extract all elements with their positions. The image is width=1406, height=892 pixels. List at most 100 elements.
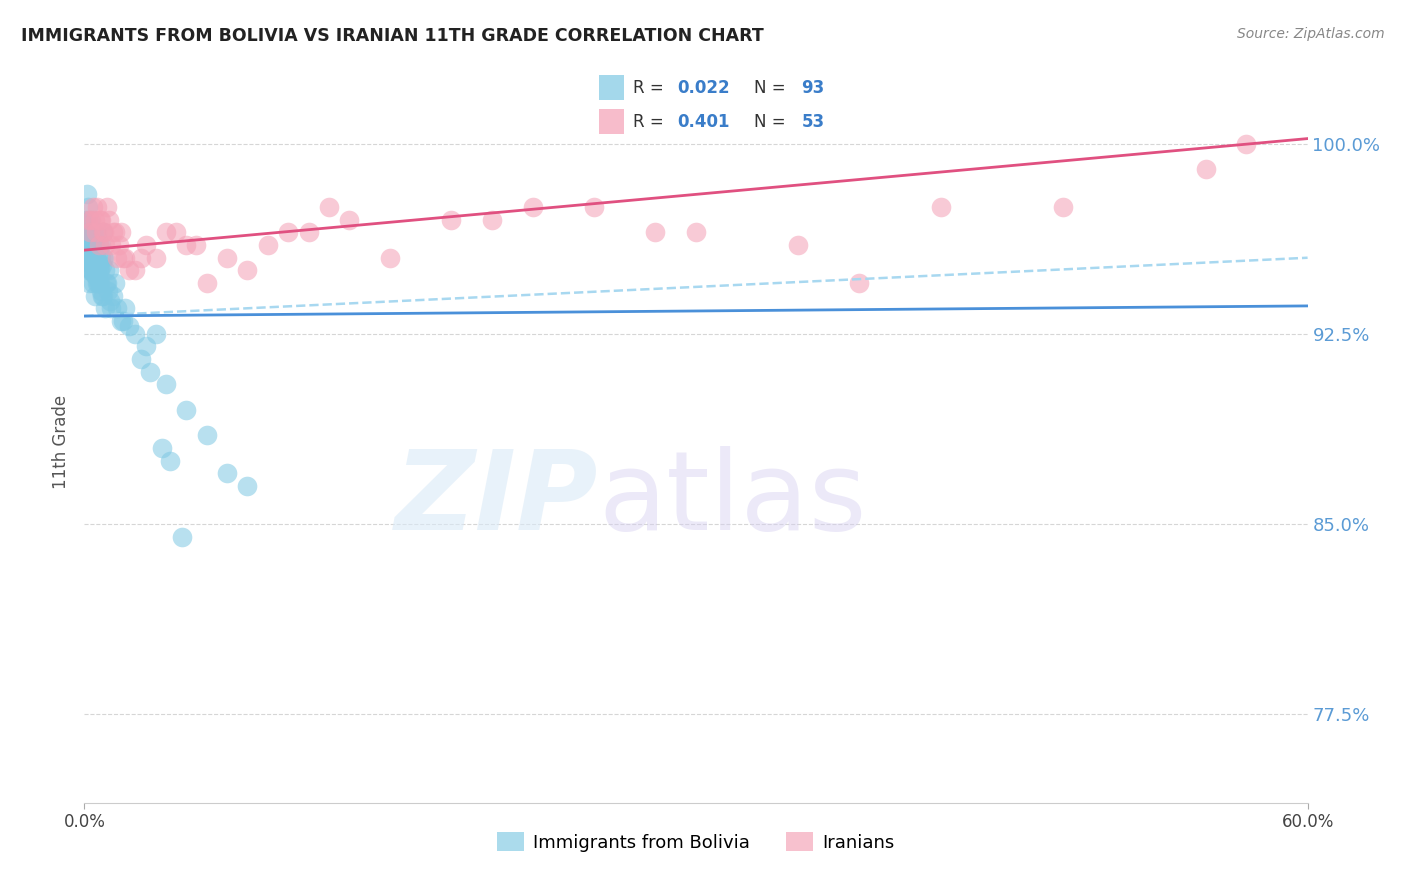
Point	[87, 238, 110, 252]
Point	[86, 276, 108, 290]
Point	[131, 251, 153, 265]
Point	[79, 226, 101, 240]
Point	[84, 251, 107, 265]
Point	[83, 226, 105, 240]
Point	[104, 226, 127, 240]
Point	[76, 238, 98, 252]
Bar	[599, 75, 624, 101]
Text: R =: R =	[633, 112, 669, 130]
Point	[277, 226, 299, 240]
Point	[380, 251, 402, 265]
Point	[80, 212, 103, 227]
Point	[186, 238, 208, 252]
Point	[77, 212, 100, 227]
Point	[787, 238, 810, 252]
Point	[481, 212, 503, 227]
Point	[87, 263, 110, 277]
Point	[86, 276, 108, 290]
Point	[114, 251, 136, 265]
Point	[83, 263, 105, 277]
Point	[583, 200, 606, 214]
Text: 93: 93	[801, 78, 825, 96]
Text: ZIP: ZIP	[395, 446, 598, 553]
Point	[79, 251, 101, 265]
Point	[98, 293, 121, 308]
Point	[75, 212, 97, 227]
Point	[91, 226, 114, 240]
Point	[91, 289, 114, 303]
Point	[80, 263, 103, 277]
Point	[94, 276, 117, 290]
Point	[1195, 161, 1218, 176]
Point	[118, 319, 141, 334]
Text: Source: ZipAtlas.com: Source: ZipAtlas.com	[1237, 27, 1385, 41]
Point	[522, 200, 544, 214]
Point	[217, 251, 239, 265]
Point	[82, 276, 104, 290]
Point	[82, 238, 104, 252]
Point	[86, 268, 108, 283]
Point	[93, 263, 115, 277]
Point	[84, 251, 107, 265]
Point	[86, 263, 108, 277]
Point	[86, 226, 108, 240]
Point	[105, 251, 128, 265]
Point	[76, 251, 98, 265]
Point	[195, 428, 218, 442]
Point	[82, 258, 104, 272]
Text: R =: R =	[633, 78, 669, 96]
Point	[339, 212, 361, 227]
Point	[124, 326, 146, 341]
Point	[93, 238, 115, 252]
Point	[124, 263, 146, 277]
Point	[97, 212, 120, 227]
Point	[90, 212, 112, 227]
Point	[83, 238, 105, 252]
Point	[93, 301, 115, 316]
Point	[97, 263, 120, 277]
Point	[159, 453, 181, 467]
Point	[86, 200, 108, 214]
Point	[174, 402, 197, 417]
Point	[79, 238, 101, 252]
Point	[929, 200, 952, 214]
Point	[79, 226, 101, 240]
Text: N =: N =	[754, 78, 790, 96]
Point	[685, 226, 707, 240]
Point	[298, 226, 321, 240]
Point	[135, 339, 157, 353]
Point	[79, 276, 101, 290]
Point	[110, 314, 132, 328]
Point	[87, 276, 110, 290]
Point	[97, 284, 120, 298]
Point	[90, 289, 112, 303]
Bar	[599, 109, 624, 134]
Point	[112, 314, 135, 328]
Legend: Immigrants from Bolivia, Iranians: Immigrants from Bolivia, Iranians	[491, 825, 901, 859]
Point	[236, 263, 259, 277]
Point	[77, 243, 100, 257]
Point	[114, 301, 136, 316]
Point	[84, 251, 107, 265]
Point	[217, 467, 239, 481]
Point	[145, 326, 167, 341]
Point	[89, 212, 111, 227]
Point	[87, 256, 110, 270]
Point	[83, 243, 105, 257]
Point	[93, 226, 115, 240]
Point	[83, 212, 105, 227]
Point	[93, 251, 115, 265]
Point	[77, 200, 100, 214]
Point	[90, 251, 112, 265]
Point	[79, 212, 101, 227]
Point	[101, 226, 124, 240]
Text: 0.022: 0.022	[678, 78, 730, 96]
Point	[76, 243, 98, 257]
Point	[91, 258, 114, 272]
Point	[101, 289, 124, 303]
Point	[79, 226, 101, 240]
Point	[84, 268, 107, 283]
Point	[83, 245, 105, 260]
Text: 53: 53	[801, 112, 824, 130]
Point	[100, 238, 122, 252]
